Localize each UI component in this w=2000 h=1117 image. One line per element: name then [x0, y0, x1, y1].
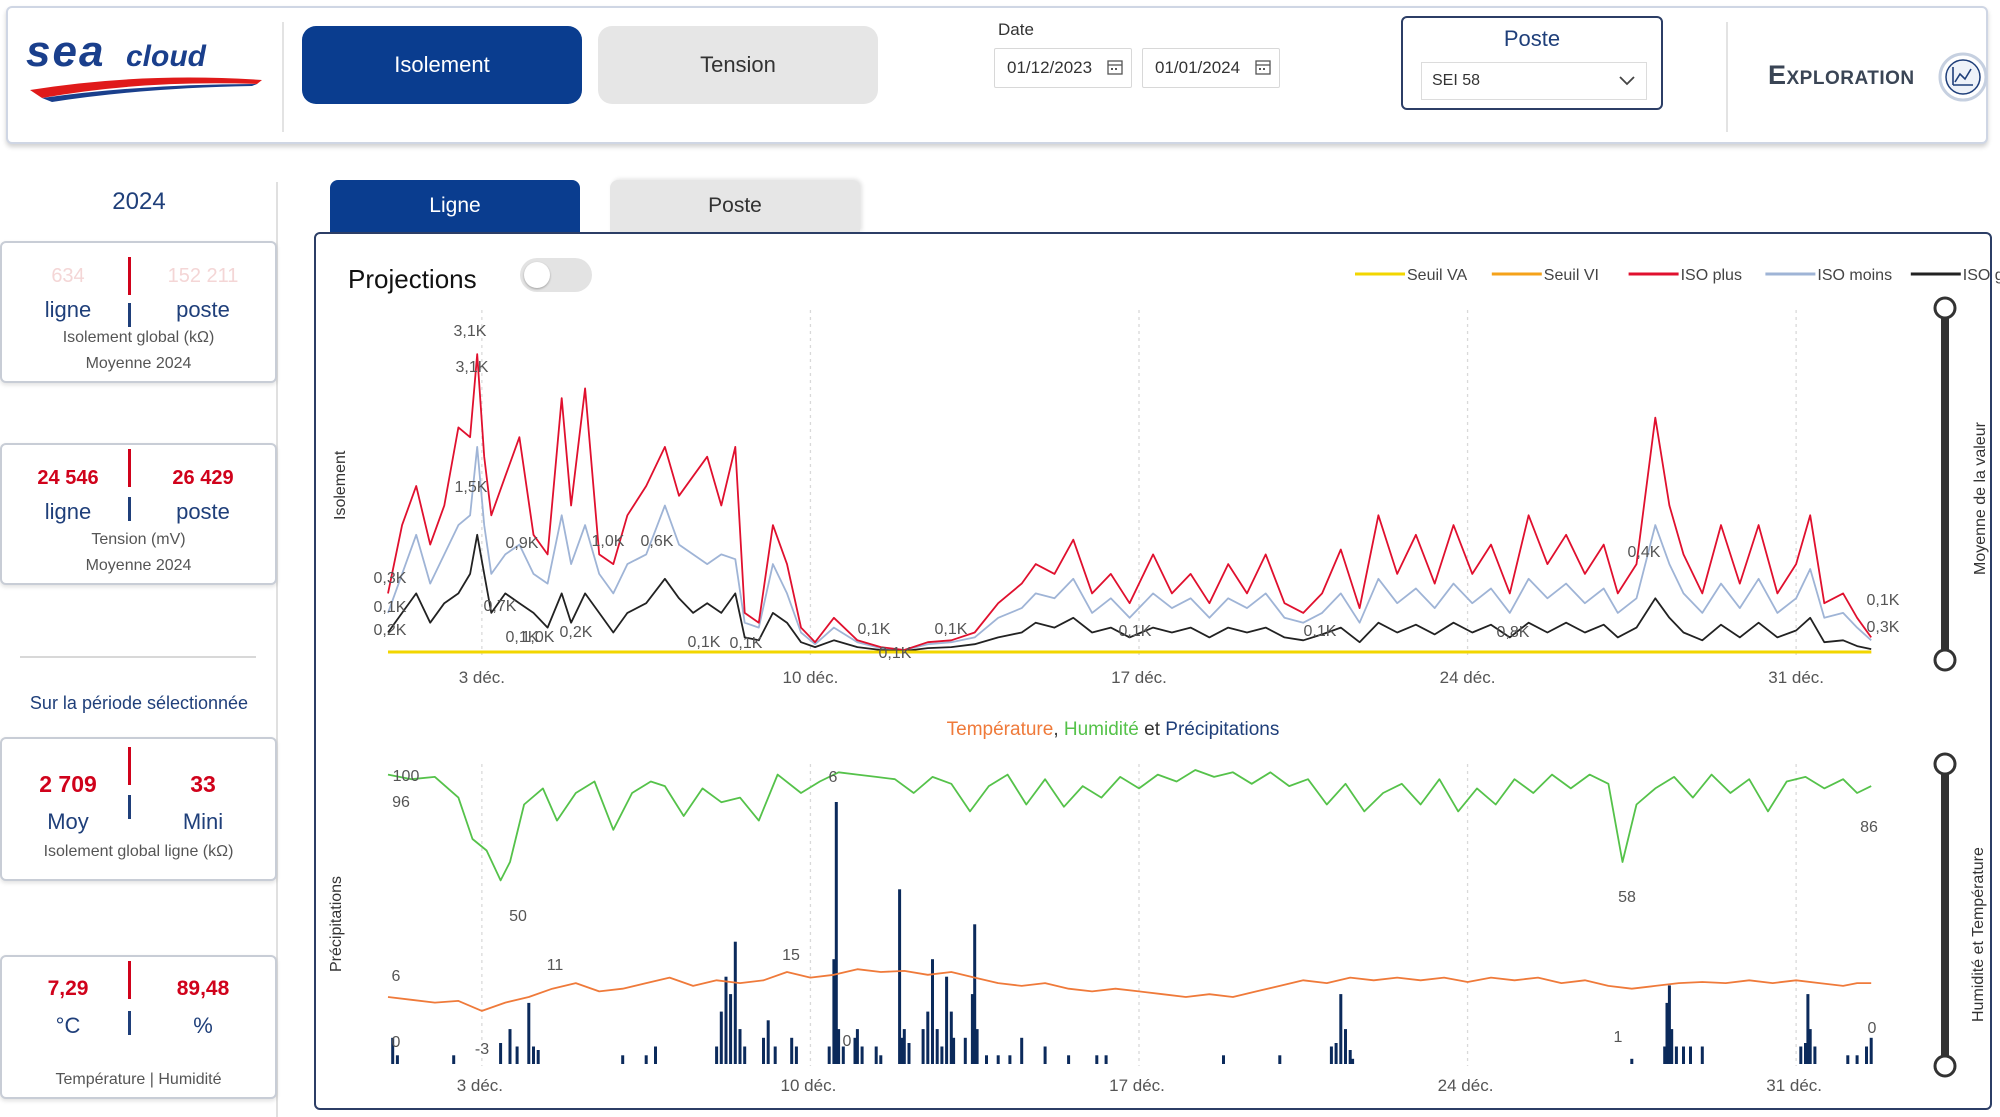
period-isolement-card: 2 709 33 Moy Mini Isolement global ligne… [0, 737, 277, 881]
poste-label: poste [176, 297, 230, 322]
isolement-average-card: 634 152 211 ligne poste Isolement global… [0, 241, 277, 383]
tab-tension[interactable]: Tension [598, 26, 878, 104]
start-date-value: 01/12/2023 [1007, 58, 1093, 77]
mini-label: Mini [182, 809, 224, 834]
slider-handle-bottom[interactable] [1933, 1054, 1957, 1078]
calendar-icon[interactable] [1255, 59, 1271, 75]
left-panel-divider [276, 182, 278, 1117]
card-subtitle: Moyenne 2024 [85, 557, 192, 574]
red-divider [128, 449, 131, 487]
poste-label: poste [176, 499, 230, 524]
poste-selected-value: SEI 58 [1432, 72, 1481, 89]
mini-value: 33 [190, 771, 216, 797]
isolement-ligne-value: 634 [51, 265, 85, 287]
slider-handle-bottom[interactable] [1933, 648, 1957, 672]
page-title: Exploration [1768, 60, 1915, 90]
calendar-icon[interactable] [1107, 59, 1123, 75]
card-subtitle: Moyenne 2024 [85, 355, 192, 372]
tension-ligne-value: 24 546 [37, 467, 99, 489]
start-date-input[interactable]: 01/12/2023 [994, 48, 1132, 88]
tab-isolement[interactable]: Isolement [302, 26, 582, 104]
blue-divider [128, 303, 131, 327]
tab-ligne[interactable]: Ligne [330, 180, 580, 232]
ligne-label: ligne [44, 499, 92, 524]
poste-title: Poste [1503, 26, 1561, 51]
card-subtitle: Isolement global (kΩ) [62, 329, 215, 346]
red-divider [128, 747, 131, 785]
slider-handle-top[interactable] [1933, 296, 1957, 320]
card-subtitle: Tension (mV) [91, 531, 186, 548]
blue-divider [128, 795, 131, 819]
slider-handle-top[interactable] [1933, 752, 1957, 776]
tension-poste-value: 26 429 [172, 467, 234, 489]
humidity-unit: % [193, 1013, 213, 1038]
period-label: Sur la période sélectionnée [29, 693, 249, 713]
isolement-poste-value: 152 211 [167, 265, 239, 287]
red-divider [128, 257, 131, 295]
end-date-input[interactable]: 01/01/2024 [1142, 48, 1280, 88]
chart-panel [314, 232, 1992, 1110]
seacloud-logo: sea cloud [26, 27, 262, 102]
header-bar: sea cloud Isolement Tension Date 01/12/2… [6, 6, 1988, 144]
header-divider [1726, 22, 1728, 132]
temperature-value: 7,29 [47, 977, 89, 1000]
exploration-chart-icon[interactable] [1938, 52, 1988, 102]
svg-text:sea: sea [26, 27, 105, 76]
end-date-value: 01/01/2024 [1155, 58, 1241, 77]
moy-value: 2 709 [39, 771, 97, 797]
tab-poste[interactable]: Poste [610, 180, 860, 232]
date-label: Date [998, 20, 1034, 39]
poste-dropdown[interactable]: SEI 58 [1421, 62, 1647, 100]
toggle-knob [524, 262, 550, 288]
projections-toggle[interactable] [520, 258, 592, 292]
moy-label: Moy [47, 809, 89, 834]
temperature-unit: °C [55, 1013, 81, 1038]
projections-label: Projections [348, 264, 477, 294]
red-divider [128, 961, 131, 999]
section-divider [20, 656, 256, 658]
chevron-down-icon [1619, 76, 1635, 86]
tension-average-card: 24 546 26 429 ligne poste Tension (mV) M… [0, 443, 277, 585]
card-subtitle: Température | Humidité [55, 1071, 222, 1088]
year-label: 2024 [112, 188, 166, 215]
weather-card: 7,29 89,48 °C % Température | Humidité [0, 955, 277, 1099]
poste-filter: Poste SEI 58 [1401, 16, 1663, 110]
header-divider [282, 22, 284, 132]
svg-text:cloud: cloud [126, 40, 207, 73]
ligne-label: ligne [44, 297, 92, 322]
card-subtitle: Isolement global ligne (kΩ) [43, 843, 234, 860]
blue-divider [128, 497, 131, 521]
blue-divider [128, 1011, 131, 1035]
humidity-value: 89,48 [176, 977, 230, 1000]
